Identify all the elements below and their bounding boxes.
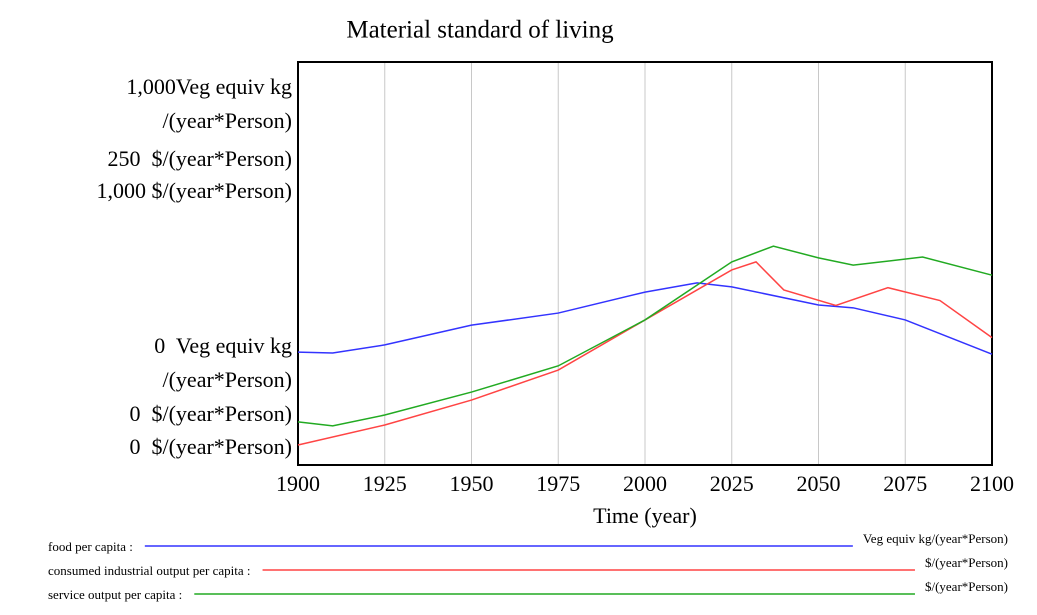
x-tick-label: 2100 bbox=[970, 471, 1014, 496]
y-tick-label: 1,000Veg equiv kg /(year*Person) bbox=[126, 74, 292, 133]
plot-frame bbox=[297, 61, 993, 466]
legend-units: Veg equiv kg/(year*Person) bbox=[863, 531, 1008, 546]
y-tick-label: 250 $/(year*Person) bbox=[107, 146, 292, 171]
x-tick-label: 1950 bbox=[450, 471, 494, 496]
x-tick-label: 1975 bbox=[536, 471, 580, 496]
chart-title: Material standard of living bbox=[346, 17, 614, 44]
legend-label: service output per capita : bbox=[48, 587, 182, 602]
series-line bbox=[297, 282, 993, 355]
x-axis-label: Time (year) bbox=[593, 503, 697, 528]
legend-units: $/(year*Person) bbox=[925, 555, 1008, 570]
series-line bbox=[297, 245, 993, 427]
legend-label: food per capita : bbox=[48, 539, 133, 554]
x-tick-label: 2000 bbox=[623, 471, 667, 496]
x-tick-label: 2075 bbox=[883, 471, 927, 496]
y-tick-label: 0 Veg equiv kg /(year*Person) bbox=[154, 333, 292, 392]
x-tick-label: 1900 bbox=[276, 471, 320, 496]
legend-units: $/(year*Person) bbox=[925, 579, 1008, 594]
x-tick-label: 1925 bbox=[363, 471, 407, 496]
x-tick-label: 2050 bbox=[797, 471, 841, 496]
y-tick-label: 0 $/(year*Person) bbox=[129, 434, 292, 459]
y-tick-label: 0 $/(year*Person) bbox=[129, 401, 292, 426]
x-tick-label: 2025 bbox=[710, 471, 754, 496]
series-line bbox=[297, 261, 993, 446]
legend-label: consumed industrial output per capita : bbox=[48, 563, 251, 578]
y-tick-label: 1,000 $/(year*Person) bbox=[96, 178, 292, 203]
